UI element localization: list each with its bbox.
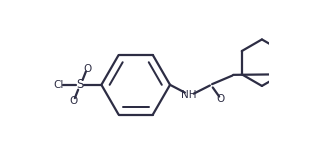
Text: O: O	[83, 64, 91, 74]
Text: Cl: Cl	[53, 80, 63, 90]
Text: NH: NH	[181, 90, 197, 100]
Text: O: O	[217, 94, 225, 104]
Text: S: S	[77, 78, 84, 91]
Text: O: O	[70, 96, 78, 106]
